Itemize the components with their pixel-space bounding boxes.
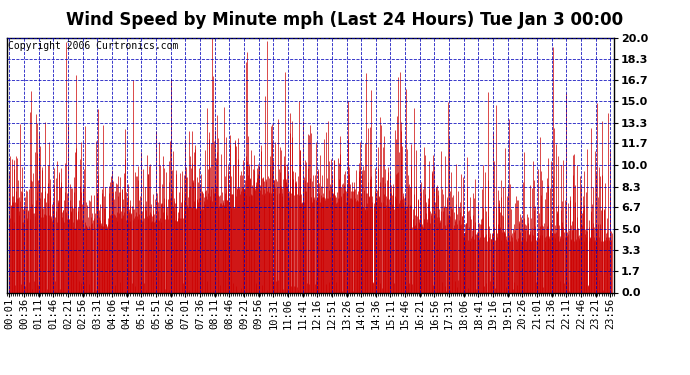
Text: Wind Speed by Minute mph (Last 24 Hours) Tue Jan 3 00:00: Wind Speed by Minute mph (Last 24 Hours)…: [66, 11, 624, 29]
Text: Copyright 2006 Curtronics.com: Copyright 2006 Curtronics.com: [8, 41, 179, 51]
